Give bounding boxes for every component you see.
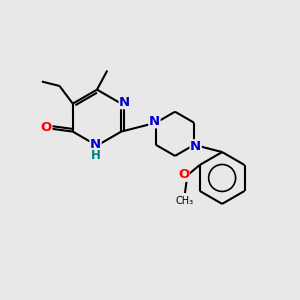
Text: O: O xyxy=(178,168,189,181)
Text: N: N xyxy=(190,140,201,153)
Text: H: H xyxy=(91,148,100,161)
Text: N: N xyxy=(119,96,130,109)
Text: N: N xyxy=(149,115,160,128)
Text: CH₃: CH₃ xyxy=(176,196,194,206)
Text: N: N xyxy=(90,138,101,151)
Text: O: O xyxy=(41,121,52,134)
